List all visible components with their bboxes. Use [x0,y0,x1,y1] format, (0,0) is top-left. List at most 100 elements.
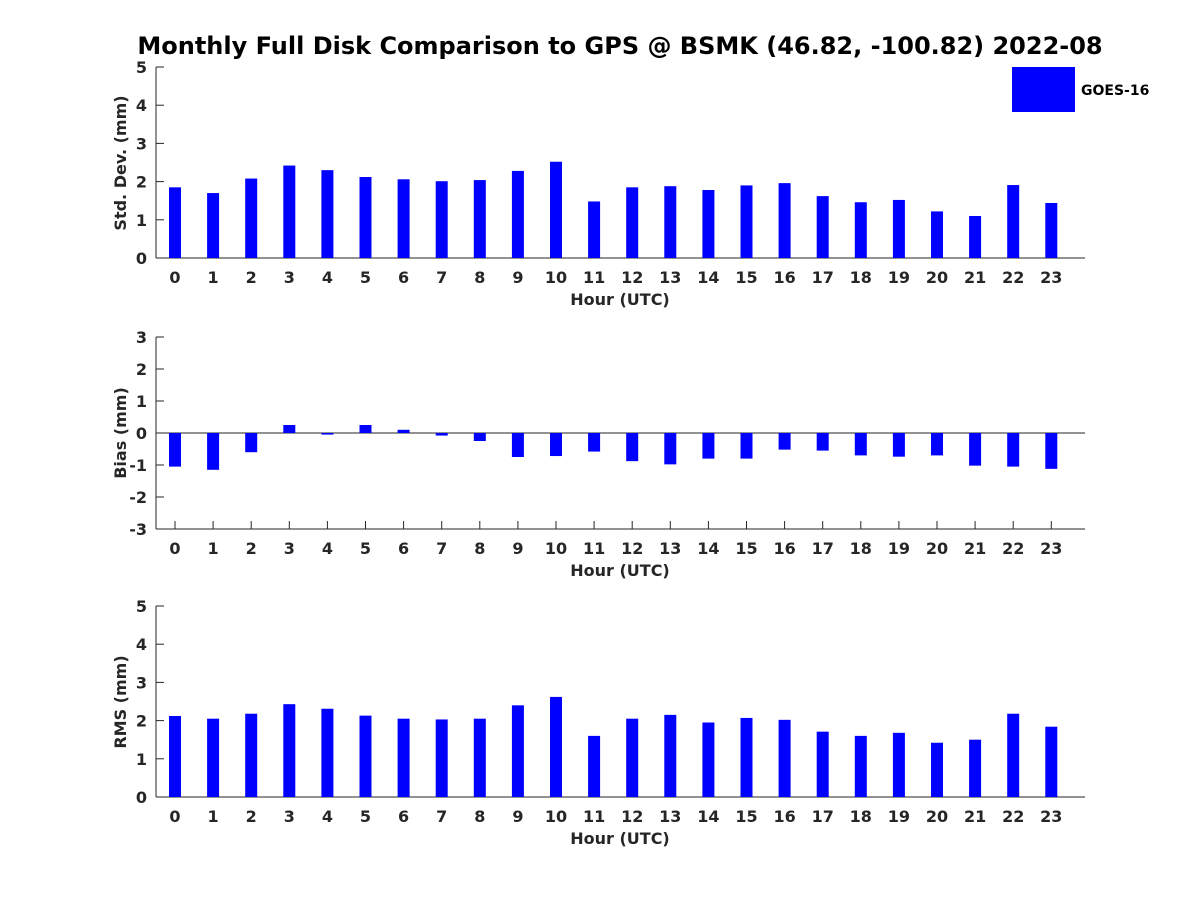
bar-hour-14 [702,190,715,258]
y-tick-label: 1 [136,392,147,411]
bar-hour-20 [931,433,943,456]
x-tick-label: 4 [322,539,333,558]
bar-hour-11 [588,735,601,797]
x-tick-label: 23 [1040,268,1062,287]
bar-hour-1 [207,433,220,470]
x-tick-label: 17 [812,268,834,287]
x-tick-label: 5 [360,807,371,826]
bar-hour-18 [854,433,867,456]
bar-hour-5 [359,425,372,433]
bar-hour-22 [1007,433,1020,467]
bar-hour-8 [473,180,486,258]
y-tick-label: 4 [136,96,147,115]
x-tick-label: 1 [208,268,219,287]
y-tick-label: 1 [136,211,147,230]
y-tick-label: -2 [129,488,147,507]
bar-hour-17 [816,196,829,258]
bar-hour-23 [1045,726,1058,797]
x-tick-label: 7 [436,807,447,826]
bar-hour-12 [626,187,639,258]
y-tick-label: 5 [136,597,147,616]
chart-title: Monthly Full Disk Comparison to GPS @ BS… [137,32,1102,60]
y-tick-label: 4 [136,635,147,654]
bar-hour-4 [321,433,334,435]
legend: GOES-16 [1012,67,1149,112]
x-tick-label: 3 [284,268,295,287]
bar-hour-7 [435,433,448,436]
x-tick-label: 2 [246,807,257,826]
bar-hour-21 [969,739,982,797]
x-tick-label: 2 [246,268,257,287]
bar-hour-18 [854,202,867,258]
bar-hour-17 [816,433,829,451]
bar-hour-6 [397,718,410,797]
x-tick-label: 17 [812,539,834,558]
x-tick-label: 22 [1002,807,1024,826]
x-tick-label: 18 [850,807,872,826]
bar-hour-9 [511,170,524,258]
x-tick-label: 22 [1002,268,1024,287]
bar-hour-23 [1045,202,1058,258]
bar-hour-16 [778,433,791,450]
bar-hour-14 [702,722,715,797]
bar-hour-9 [511,705,524,797]
bar-hour-12 [626,718,639,797]
y-axis-label: Bias (mm) [111,387,130,479]
x-tick-label: 0 [169,539,180,558]
x-tick-label: 12 [621,268,643,287]
bar-hour-4 [321,708,334,797]
bar-hour-8 [473,718,486,797]
y-axis-label: Std. Dev. (mm) [111,95,130,230]
bar-hour-17 [816,731,829,797]
x-tick-label: 14 [697,539,719,558]
bar-hour-15 [740,433,753,459]
bar-hour-0 [169,187,181,258]
bar-hour-20 [931,211,943,258]
x-tick-label: 23 [1040,539,1062,558]
x-tick-label: 8 [474,268,485,287]
x-tick-label: 11 [583,807,605,826]
legend-swatch [1012,67,1075,112]
y-tick-label: 3 [136,328,147,347]
x-tick-label: 21 [964,268,986,287]
bar-hour-18 [854,735,867,797]
x-tick-label: 4 [322,268,333,287]
bar-hour-11 [588,201,601,258]
x-tick-label: 21 [964,539,986,558]
legend-label: GOES-16 [1081,83,1149,99]
x-tick-label: 1 [208,539,219,558]
bar-hour-6 [397,179,410,258]
x-tick-label: 7 [436,539,447,558]
x-tick-label: 19 [888,539,910,558]
x-tick-label: 1 [208,807,219,826]
x-tick-label: 11 [583,539,605,558]
x-axis-label: Hour (UTC) [570,829,670,848]
x-tick-label: 17 [812,807,834,826]
x-tick-label: 15 [735,807,757,826]
x-tick-label: 18 [850,268,872,287]
bar-hour-0 [169,433,181,467]
bar-hour-20 [931,742,943,797]
x-tick-label: 18 [850,539,872,558]
bar-hour-22 [1007,713,1020,797]
bar-hour-2 [245,713,258,797]
x-tick-label: 16 [773,539,795,558]
y-tick-label: 2 [136,360,147,379]
bar-hour-16 [778,719,791,797]
bar-hour-11 [588,433,601,452]
bar-hour-1 [207,193,220,258]
bar-hour-7 [435,181,448,258]
x-tick-label: 0 [169,807,180,826]
bar-hour-15 [740,185,753,258]
x-tick-label: 20 [926,539,948,558]
bar-hour-3 [283,704,296,797]
x-tick-label: 6 [398,268,409,287]
bar-hour-2 [245,178,258,258]
y-tick-label: -3 [129,520,147,539]
y-tick-label: 2 [136,173,147,192]
bar-hour-4 [321,170,334,258]
bar-hour-10 [550,433,562,457]
